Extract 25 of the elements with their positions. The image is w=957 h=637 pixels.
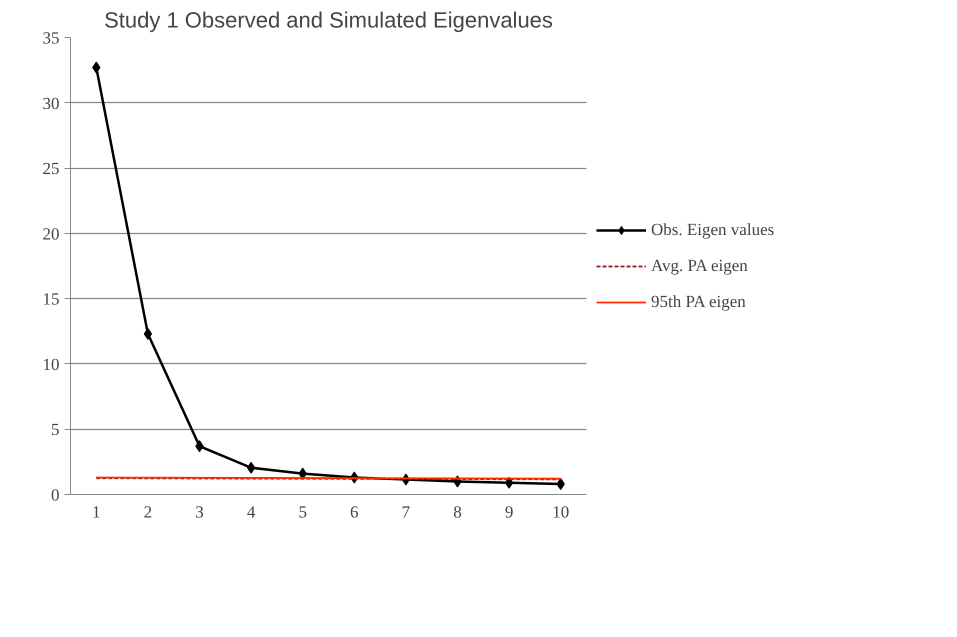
x-tick-label: 9: [504, 502, 514, 522]
y-tick-label: 0: [51, 486, 60, 504]
legend-label: Obs. Eigen values: [651, 220, 774, 240]
legend-label: 95th PA eigen: [651, 292, 746, 312]
x-tick-label: 10: [552, 502, 570, 522]
point: [195, 440, 204, 452]
x-tick-label: 1: [92, 502, 101, 522]
x-tick-label: 4: [246, 502, 256, 522]
y-tick-label: 20: [42, 224, 60, 244]
y-tick-label: 10: [42, 354, 60, 374]
y-tick-label: 30: [42, 94, 60, 113]
x-tick-label: 3: [195, 502, 204, 522]
x-tick-label: 6: [350, 502, 359, 522]
x-tick-label: 7: [402, 502, 411, 522]
legend-label: Avg. PA eigen: [651, 256, 748, 276]
point: [144, 328, 152, 340]
x-tick-label: 2: [144, 502, 152, 522]
x-tick-label: 8: [453, 502, 462, 522]
y-tick-label: 15: [42, 290, 60, 309]
y-tick-label: 25: [42, 159, 60, 178]
y-tick-label: 5: [51, 420, 60, 440]
chart-title: Study 1 Observed and Simulated Eigenvalues: [104, 8, 553, 32]
point: [246, 462, 256, 474]
y-tick-label: 35: [42, 28, 60, 48]
x-tick-label: 5: [298, 502, 307, 522]
